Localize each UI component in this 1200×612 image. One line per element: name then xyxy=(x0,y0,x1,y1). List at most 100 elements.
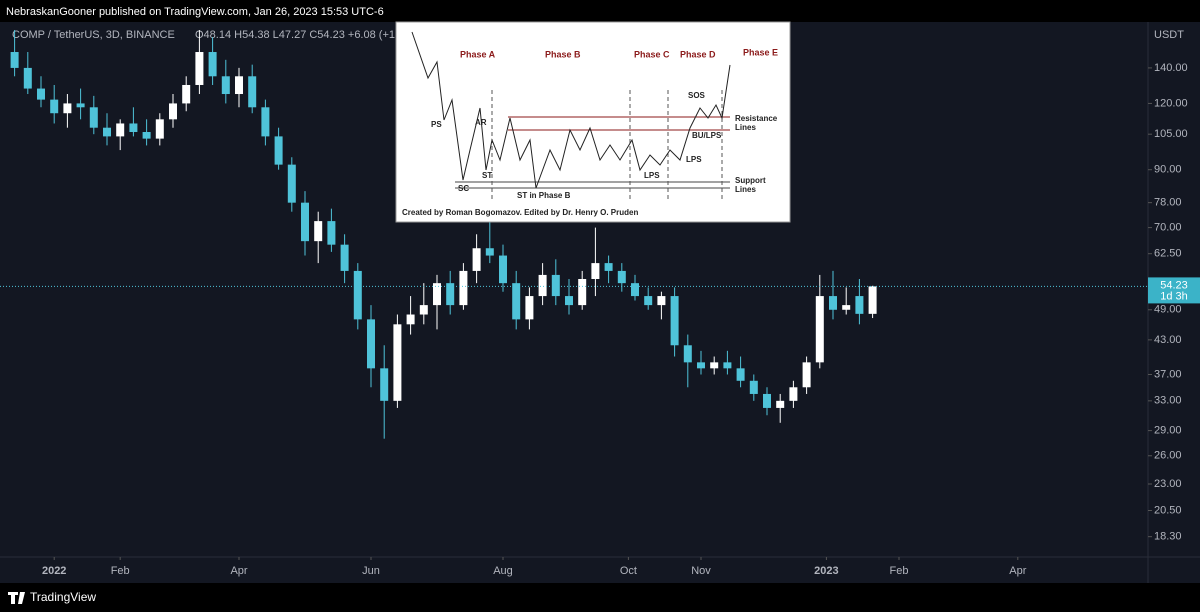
publisher: NebraskanGooner published on TradingView… xyxy=(6,6,384,18)
event-label: LPS xyxy=(644,171,660,180)
candle-body xyxy=(842,305,851,310)
ohlc-header: O48.14 H54.38 L47.27 C54.23 +6.08 (+12.6… xyxy=(195,29,430,41)
candle-body xyxy=(208,52,217,77)
event-label: LPS xyxy=(686,155,702,164)
x-tick-label: Feb xyxy=(890,565,909,577)
x-tick-label: 2022 xyxy=(42,565,66,577)
price-path xyxy=(411,31,731,189)
candle-body xyxy=(697,362,705,369)
wyckoff-inset: Phase A Phase B Phase C Phase D Phase E … xyxy=(395,21,791,223)
countdown: 1d 3h xyxy=(1160,290,1188,302)
candle-body xyxy=(367,319,375,369)
candle-body xyxy=(50,99,59,114)
support-lines xyxy=(455,181,730,189)
candle-body xyxy=(235,76,243,95)
candle-body xyxy=(446,283,455,306)
y-tick-label: 90.00 xyxy=(1154,164,1182,176)
event-label: AR xyxy=(475,118,487,127)
candle-body xyxy=(736,368,745,381)
y-tick-label: 18.30 xyxy=(1154,531,1182,543)
candle-body xyxy=(815,296,824,363)
candle-body xyxy=(301,202,309,242)
candle-body xyxy=(248,76,257,108)
candle-body xyxy=(749,380,758,394)
resistance-lines xyxy=(508,116,730,131)
phase-dividers xyxy=(491,90,723,200)
candle-body xyxy=(776,400,785,408)
candle-body xyxy=(129,123,138,133)
event-label: SOS xyxy=(688,91,706,100)
phase-label: Phase B xyxy=(545,49,581,59)
candle-body xyxy=(538,274,547,297)
candle-body xyxy=(406,314,415,325)
x-tick-label: Nov xyxy=(691,565,711,577)
candle-body xyxy=(327,221,336,245)
candle-body xyxy=(472,248,481,271)
y-tick-label: 43.00 xyxy=(1154,334,1182,346)
y-tick-label: 33.00 xyxy=(1154,395,1182,407)
event-label: BU/LPS xyxy=(692,131,722,140)
support-label: Lines xyxy=(735,185,756,194)
candle-body xyxy=(802,362,811,388)
candle-body xyxy=(789,387,798,401)
candle-body xyxy=(485,248,494,256)
candle-body xyxy=(525,296,534,320)
x-tick-label: 2023 xyxy=(814,565,838,577)
candle-body xyxy=(221,76,230,95)
resistance-label: Resistance xyxy=(735,114,778,123)
x-tick-label: Apr xyxy=(230,565,247,577)
candle-body xyxy=(578,279,587,306)
candle-body xyxy=(433,283,441,306)
candle-body xyxy=(512,283,521,320)
candle-body xyxy=(683,345,692,363)
candle-body xyxy=(631,283,639,297)
top-bar xyxy=(0,0,1200,22)
brand: TradingView xyxy=(30,590,96,604)
phase-label: Phase D xyxy=(680,49,716,59)
candle-body xyxy=(657,296,666,306)
currency: USDT xyxy=(1154,29,1184,41)
candle-body xyxy=(670,296,679,346)
symbol-title: COMP / TetherUS, 3D, BINANCE xyxy=(12,29,175,41)
last-price-box xyxy=(1148,277,1200,304)
candle-body xyxy=(195,52,204,85)
axes: 140.00 120.00 105.00 90.00 78.00 70.00 62.50 49… xyxy=(42,62,1188,577)
candle-body xyxy=(763,393,771,408)
support-label: Support xyxy=(735,176,766,185)
candle-body xyxy=(855,296,864,314)
resistance-label: Lines xyxy=(735,123,756,132)
candle-body xyxy=(565,296,573,306)
candle-body xyxy=(155,119,164,139)
candle-body xyxy=(723,362,732,369)
candle-body xyxy=(829,296,837,310)
candle-body xyxy=(76,103,85,108)
candle-body xyxy=(89,107,98,128)
x-tick-label: Feb xyxy=(111,565,130,577)
candle-body xyxy=(419,305,428,315)
candle-body xyxy=(314,221,323,242)
x-tick-label: Oct xyxy=(620,565,637,577)
phase-label: Phase E xyxy=(743,47,778,57)
x-tick-label: Aug xyxy=(493,565,513,577)
candle-body xyxy=(591,263,600,280)
y-tick-label: 120.00 xyxy=(1154,97,1188,109)
x-tick-label: Jun xyxy=(362,565,380,577)
candle-body xyxy=(142,132,151,139)
event-label: ST in Phase B xyxy=(517,191,571,200)
candle-body xyxy=(116,123,125,137)
candle-body xyxy=(551,274,560,297)
candle-body xyxy=(37,88,45,100)
y-tick-label: 78.00 xyxy=(1154,197,1182,209)
candle-body xyxy=(353,270,362,320)
candle-body xyxy=(274,136,283,165)
x-tick-label: Apr xyxy=(1009,565,1026,577)
footer xyxy=(0,583,1200,612)
y-tick-label: 26.00 xyxy=(1154,450,1182,462)
phase-label: Phase A xyxy=(460,49,496,59)
phase-label: Phase C xyxy=(634,49,670,59)
candle-body xyxy=(340,244,349,271)
y-tick-label: 49.00 xyxy=(1154,304,1182,316)
y-tick-label: 20.50 xyxy=(1154,504,1182,516)
